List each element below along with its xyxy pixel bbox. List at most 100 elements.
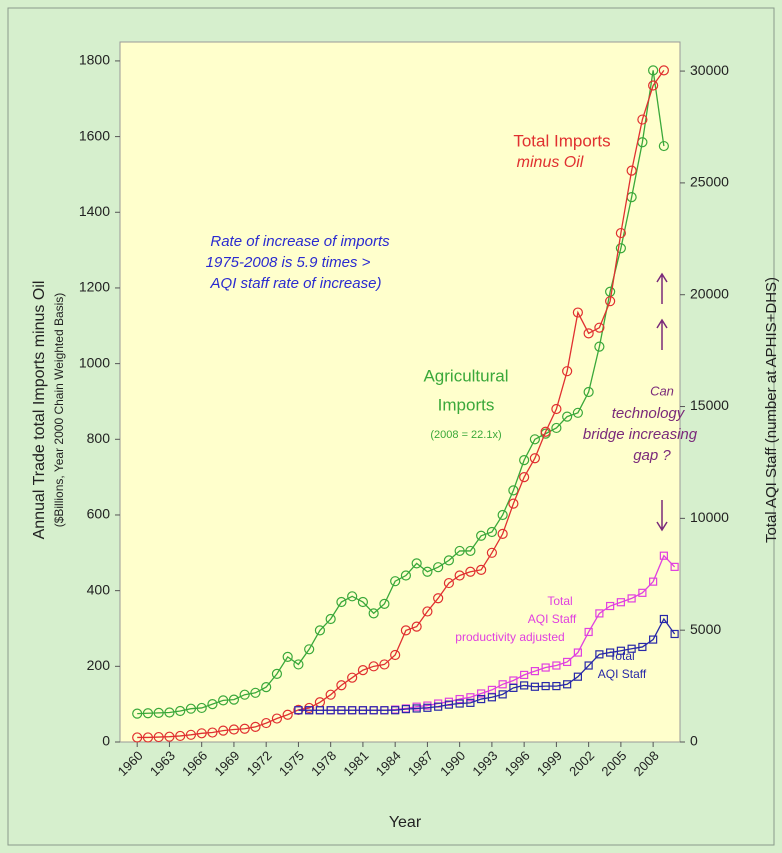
- plot-area: [119, 41, 681, 743]
- marker: [325, 689, 336, 700]
- marker: [497, 528, 508, 539]
- y-tick-label: 600: [87, 506, 111, 522]
- marker: [142, 708, 154, 719]
- marker: [519, 472, 530, 483]
- y2-tick-label: 30000: [690, 62, 729, 78]
- arrow-up: [656, 318, 668, 350]
- marker: [498, 690, 507, 699]
- marker: [498, 680, 507, 689]
- annotation: productivity adjusted: [455, 630, 564, 644]
- marker: [348, 706, 357, 715]
- marker: [477, 689, 486, 698]
- marker: [573, 648, 582, 657]
- marker: [552, 661, 561, 670]
- marker: [595, 650, 604, 659]
- marker: [606, 601, 615, 611]
- annotation: (2008 = 22.1x): [430, 429, 501, 441]
- marker: [562, 366, 573, 377]
- marker: [455, 694, 464, 704]
- annotation: technology: [612, 405, 686, 422]
- annotation: bridge increasing: [583, 426, 698, 443]
- marker: [368, 608, 379, 619]
- marker: [466, 693, 475, 702]
- annotation: AQI Staff: [598, 667, 647, 681]
- marker: [250, 687, 261, 698]
- marker: [271, 713, 283, 724]
- marker: [175, 705, 186, 717]
- marker: [466, 698, 475, 707]
- marker: [400, 570, 412, 581]
- marker: [412, 704, 421, 713]
- y-tick-label: 0: [102, 733, 110, 749]
- marker: [563, 657, 572, 667]
- marker: [670, 562, 679, 571]
- marker: [357, 596, 369, 608]
- marker: [573, 672, 582, 681]
- marker: [228, 694, 240, 705]
- marker: [476, 530, 487, 541]
- marker: [185, 703, 197, 714]
- marker: [529, 434, 540, 445]
- marker: [444, 700, 454, 709]
- marker: [648, 80, 659, 91]
- marker: [615, 227, 626, 239]
- marker: [476, 564, 487, 575]
- marker: [315, 706, 325, 715]
- arrow-down: [656, 500, 668, 532]
- marker: [584, 661, 593, 670]
- marker: [508, 498, 519, 509]
- marker: [282, 709, 293, 720]
- marker: [228, 724, 240, 735]
- marker: [326, 706, 335, 715]
- arrows: [656, 272, 668, 532]
- marker: [659, 614, 668, 624]
- marker: [423, 703, 432, 712]
- marker: [153, 731, 164, 743]
- y-tick-label: 800: [87, 430, 111, 446]
- y2-tick-label: 25000: [690, 174, 729, 190]
- marker: [530, 667, 539, 676]
- marker: [454, 570, 465, 581]
- marker: [357, 665, 369, 676]
- marker: [261, 717, 272, 729]
- y-axis-label: Annual Trade total Imports minus Oil: [31, 281, 48, 540]
- marker: [196, 728, 207, 739]
- y2-tick-label: 5000: [690, 621, 721, 637]
- series-line: [298, 617, 676, 711]
- marker: [615, 243, 626, 254]
- marker: [648, 65, 659, 76]
- marker: [239, 689, 250, 700]
- annotation-group: Rate of increase of imports 1975-2008 is…: [206, 233, 390, 292]
- marker: [594, 322, 605, 333]
- arrow-up: [656, 272, 668, 304]
- marker: [529, 453, 540, 464]
- frame: [7, 7, 775, 846]
- marker: [369, 706, 378, 715]
- marker: [551, 403, 562, 415]
- y-tick-label: 1600: [79, 127, 110, 143]
- marker: [422, 606, 433, 617]
- series-line: [137, 70, 665, 715]
- marker: [551, 422, 562, 434]
- marker: [380, 706, 389, 715]
- marker: [454, 545, 465, 557]
- marker: [659, 551, 668, 560]
- marker: [347, 672, 358, 683]
- marker: [207, 727, 218, 738]
- marker: [562, 411, 573, 422]
- marker: [282, 651, 293, 662]
- annotation: AQI Staff: [528, 612, 577, 626]
- marker: [271, 668, 283, 679]
- marker: [455, 699, 464, 708]
- marker: [368, 661, 379, 672]
- x-axis-label: Year: [389, 814, 422, 831]
- marker: [196, 702, 207, 714]
- marker: [670, 629, 679, 639]
- marker: [595, 609, 604, 618]
- marker: [400, 625, 412, 636]
- marker: [530, 682, 539, 691]
- marker: [541, 663, 550, 672]
- marker: [250, 721, 261, 732]
- y-tick-label: 1800: [79, 52, 110, 68]
- marker: [422, 566, 433, 577]
